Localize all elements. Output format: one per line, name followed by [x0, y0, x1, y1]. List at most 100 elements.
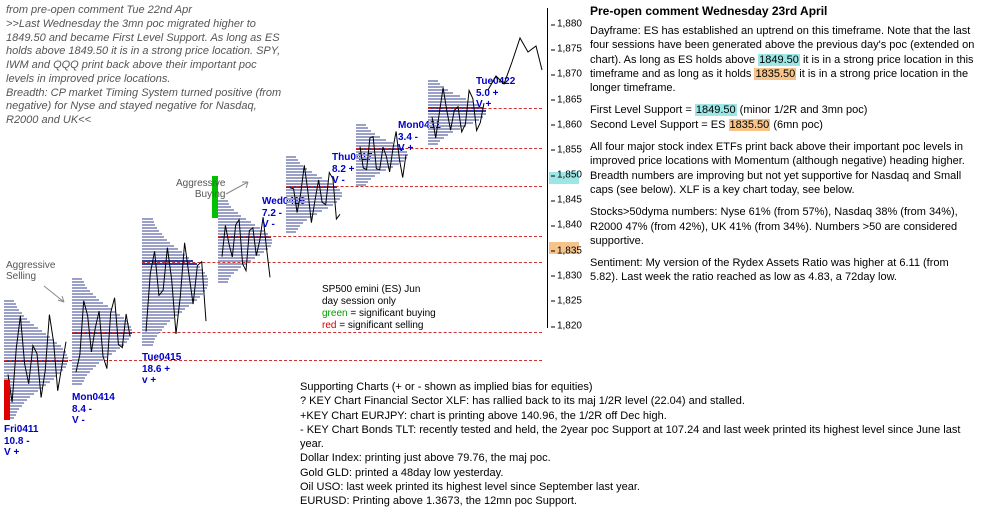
profile-row	[428, 122, 473, 124]
profile-row	[72, 377, 85, 379]
profile-row	[428, 95, 460, 97]
profile-row	[428, 140, 440, 142]
profile-row	[356, 145, 399, 147]
body-text: (6mn poc)	[770, 119, 823, 131]
profile-row	[72, 287, 87, 289]
sig-sell-bar	[4, 380, 10, 420]
profile-row	[286, 225, 300, 227]
profile-row	[286, 156, 296, 158]
profile-row	[218, 203, 229, 205]
y-tick: 1,825	[557, 295, 582, 306]
profile-row	[286, 177, 322, 179]
y-tick: 1,835	[557, 245, 582, 256]
profile-row	[286, 198, 340, 200]
profile-row	[428, 128, 460, 130]
y-tick: 1,880	[557, 19, 582, 30]
price-highlight: 1835.50	[754, 68, 796, 80]
y-tick: 1,865	[557, 94, 582, 105]
profile-row	[142, 323, 167, 325]
profile-row	[142, 308, 185, 310]
legend-text: = significant buying	[348, 308, 436, 319]
profile-row	[428, 143, 438, 145]
price-highlight: 1849.50	[695, 104, 737, 116]
profile-row	[218, 221, 251, 223]
profile-row	[72, 365, 96, 367]
profile-row	[72, 284, 85, 286]
profile-row	[218, 230, 264, 232]
profile-row	[72, 278, 82, 280]
y-tick: 1,830	[557, 270, 582, 281]
body-paragraph: Stocks>50dyma numbers: Nyse 61% (from 57…	[590, 205, 978, 248]
profile-row	[142, 338, 155, 340]
profile-row	[4, 303, 16, 305]
profile-row	[72, 296, 96, 298]
profile-row	[428, 119, 479, 121]
profile-row	[142, 242, 170, 244]
profile-row	[286, 180, 328, 182]
profile-row	[428, 86, 444, 88]
profile-row	[286, 222, 303, 224]
profile-row	[72, 341, 127, 343]
poc-extension	[218, 236, 542, 237]
profile-row	[142, 290, 205, 292]
profile-row	[218, 263, 246, 265]
profile-row	[4, 339, 54, 341]
y-tick: 1,875	[557, 44, 582, 55]
supporting-line: EURUSD: Printing above 1.3673, the 12mn …	[300, 494, 980, 508]
profile-row	[4, 321, 30, 323]
body-paragraph: All four major stock index ETFs print ba…	[590, 140, 978, 197]
profile-row	[428, 101, 473, 103]
profile-row	[356, 166, 393, 168]
body-text: Second Level Support = ES	[590, 119, 729, 131]
profile-row	[142, 287, 207, 289]
profile-row	[4, 384, 46, 386]
profile-row	[218, 281, 228, 283]
profile-row	[72, 338, 129, 340]
profile-row	[4, 375, 57, 377]
profile-row	[218, 269, 238, 271]
annotation-arrow	[224, 178, 252, 198]
y-axis: 1,8201,8251,8301,8351,8401,8451,8501,855…	[548, 8, 582, 328]
profile-row	[72, 311, 116, 313]
profile-row	[218, 260, 251, 262]
profile-row	[142, 266, 200, 268]
profile-row	[218, 242, 272, 244]
profile-row	[286, 207, 328, 209]
es-profile-chart: 1,8201,8251,8301,8351,8401,8451,8501,855…	[0, 8, 582, 478]
profile-row	[218, 227, 260, 229]
profile-row	[286, 213, 317, 215]
profile-row	[142, 239, 167, 241]
profile-row	[72, 317, 124, 319]
supporting-line: Oil USO: last week printed its highest l…	[300, 480, 980, 494]
profile-row	[72, 299, 99, 301]
profile-row	[428, 116, 483, 118]
profile-row	[4, 315, 24, 317]
profile-row	[218, 257, 255, 259]
y-tick: 1,850	[557, 170, 582, 181]
profile-row	[286, 174, 317, 176]
profile-row	[218, 209, 234, 211]
commentary-body: Dayframe: ES has established an uptrend …	[590, 24, 978, 293]
profile-row	[428, 113, 486, 115]
profile-row	[4, 333, 46, 335]
profile-row	[356, 130, 371, 132]
profile-row	[72, 380, 84, 382]
profile-row	[142, 251, 182, 253]
profile-row	[72, 335, 131, 337]
profile-row	[72, 302, 103, 304]
profile-row	[72, 362, 99, 364]
profile-row	[218, 245, 271, 247]
profile-row	[428, 134, 448, 136]
profile-row	[218, 248, 268, 250]
profile-row	[4, 381, 50, 383]
profile-row	[4, 312, 22, 314]
profile-row	[142, 284, 208, 286]
profile-row	[142, 269, 203, 271]
profile-row	[218, 215, 241, 217]
profile-row	[72, 308, 112, 310]
profile-row	[286, 204, 333, 206]
profile-row	[356, 172, 380, 174]
y-tick: 1,845	[557, 195, 582, 206]
profile-row	[4, 330, 42, 332]
profile-row	[142, 314, 178, 316]
